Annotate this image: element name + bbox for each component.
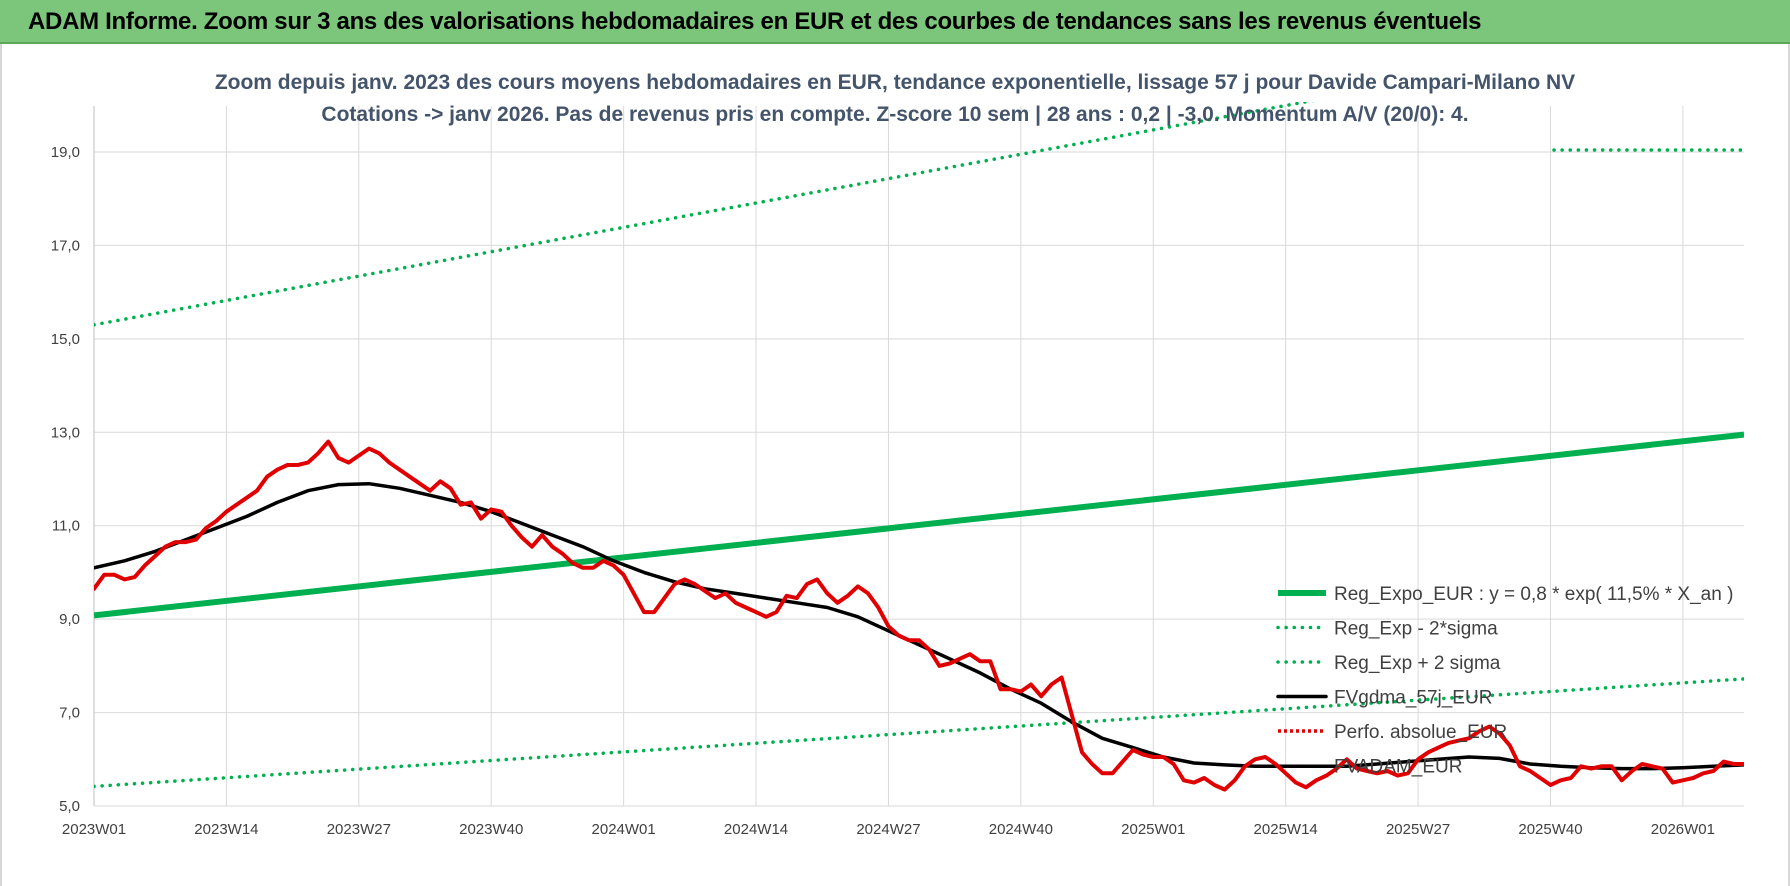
- price-line-5: [94, 439, 1744, 792]
- y-tick-label: 11,0: [52, 518, 80, 535]
- y-tick-label: 15,0: [51, 331, 80, 348]
- y-tick-label: 19,0: [51, 144, 80, 161]
- y-tick-label: 17,0: [51, 237, 80, 254]
- x-tick-label: 2026W01: [1651, 821, 1715, 838]
- report-title: ADAM Informe. Zoom sur 3 ans des valoris…: [28, 8, 1482, 35]
- x-tick-label: 2023W40: [459, 821, 523, 838]
- x-tick-label: 2025W27: [1386, 821, 1450, 838]
- x-tick-label: 2024W27: [856, 821, 920, 838]
- report-header-bar: ADAM Informe. Zoom sur 3 ans des valoris…: [0, 0, 1790, 44]
- chart-frame: 5,0 7,0 9,0 11,0 13,0 15,0 17,0 19,0 2023W01 2023…: [0, 44, 1790, 886]
- x-tick-label: 2025W01: [1121, 821, 1185, 838]
- y-tick-label: 5,0: [59, 798, 80, 815]
- smoothed-line-3: [94, 481, 1744, 771]
- y-tick-label: 13,0: [51, 424, 80, 441]
- x-tick-label: 2025W40: [1518, 821, 1582, 838]
- trend-line-0: [94, 431, 1744, 619]
- y-tick-label: 7,0: [59, 705, 80, 722]
- legend-label: Reg_Exp - 2*sigma: [1334, 619, 1498, 640]
- sigma-band-line-1: [94, 677, 1744, 789]
- x-tick-label: 2024W01: [592, 821, 656, 838]
- y-tick-label: 9,0: [59, 611, 80, 628]
- legend-label: FVgdma_57j_EUR: [1334, 688, 1492, 709]
- chart: 5,0 7,0 9,0 11,0 13,0 15,0 17,0 19,0 2023W01 2023…: [51, 71, 1746, 838]
- x-tick-label: 2024W40: [989, 821, 1053, 838]
- x-tick-label: 2024W14: [724, 821, 788, 838]
- legend-label: Reg_Expo_EUR : y = 0,8 * exp( 11,5% * X_…: [1334, 584, 1733, 605]
- chart-title: Zoom depuis janv. 2023 des cours moyens …: [215, 71, 1575, 94]
- legend-label: FVADAM_EUR: [1334, 757, 1462, 778]
- x-tick-label: 2023W01: [62, 821, 126, 838]
- x-tick-label: 2025W14: [1254, 821, 1318, 838]
- x-tick-label: 2023W27: [327, 821, 391, 838]
- grid-layer: [93, 106, 1744, 807]
- series-layer: [94, 102, 1746, 792]
- tick-labels: 5,0 7,0 9,0 11,0 13,0 15,0 17,0 19,0 2023W01 2023…: [51, 144, 1715, 838]
- chart-subtitle: Cotations -> janv 2026. Pas de revenus p…: [321, 103, 1468, 126]
- x-tick-label: 2023W14: [194, 821, 258, 838]
- legend-label: Perfo. absolue_EUR: [1334, 722, 1507, 743]
- legend: Reg_Expo_EUR : y = 0,8 * exp( 11,5% * X_…: [1276, 584, 1733, 778]
- legend-label: Reg_Exp + 2 sigma: [1334, 653, 1501, 674]
